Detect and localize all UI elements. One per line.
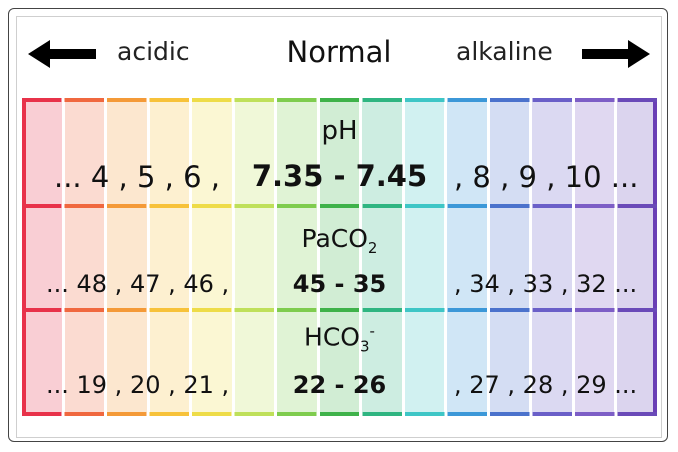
row-ph: pH ... 4 , 5 , 6 , 7.35 - 7.45 , 8 , 9 ,… [22, 98, 657, 204]
row-divider-1 [22, 204, 657, 208]
paco2-acidic-values: ... 48 , 47 , 46 , [46, 270, 230, 298]
frame-inner [16, 16, 662, 438]
arrow-right-icon [582, 40, 650, 68]
color-stripe-5 [192, 98, 232, 416]
color-stripe-9 [362, 98, 402, 416]
color-stripe-14 [574, 98, 615, 416]
hco3-label-sub: 3 [359, 337, 370, 356]
alkaline-label: alkaline [456, 37, 553, 66]
row-hco3: HCO3- ... 19 , 20 , 21 , 22 - 26 , 27 , … [22, 308, 657, 412]
hco3-normal-range: 22 - 26 [292, 371, 387, 399]
hco3-acidic-values: ... 19 , 20 , 21 , [46, 371, 230, 399]
color-stripe-11 [447, 98, 487, 416]
paco2-label-sub: 2 [367, 239, 378, 257]
row-divider-top [22, 98, 657, 102]
ph-acidic-values: ... 4 , 5 , 6 , [54, 160, 220, 194]
normal-title: Normal [286, 35, 392, 69]
color-stripe-13 [532, 98, 572, 416]
color-stripe-8 [319, 98, 360, 416]
color-stripe-15 [617, 98, 657, 416]
paco2-alkaline-values: , 34 , 33 , 32 ... [454, 270, 638, 298]
hco3-label: HCO3- [22, 322, 657, 355]
ph-normal-range: 7.35 - 7.45 [251, 159, 428, 193]
row-divider-2 [22, 308, 657, 312]
frame-outer [8, 8, 668, 442]
hco3-label-sup: - [369, 322, 375, 340]
ph-alkaline-values: , 8 , 9 , 10 ... [454, 160, 639, 194]
paco2-label-text: PaCO [301, 224, 368, 253]
color-stripe-4 [149, 98, 190, 416]
color-stripe-10 [404, 98, 445, 416]
color-stripe-2 [64, 98, 105, 416]
arrow-left-icon [28, 40, 96, 68]
color-stripe-12 [489, 98, 530, 416]
ph-label: pH [321, 116, 358, 146]
color-stripe-1 [22, 98, 62, 416]
color-stripe-6 [234, 98, 275, 416]
paco2-normal-range: 45 - 35 [292, 270, 387, 298]
row-divider-bottom [22, 412, 657, 416]
hco3-alkaline-values: , 27 , 28 , 29 ... [454, 371, 638, 399]
color-stripe-3 [107, 98, 147, 416]
scale-header: acidic Normal alkaline [0, 0, 678, 100]
hco3-label-text: HCO [304, 322, 360, 352]
color-stripe-7 [277, 98, 317, 416]
paco2-label: PaCO2 [22, 224, 657, 257]
acidic-label: acidic [117, 37, 190, 66]
ph-scale-chart: pH ... 4 , 5 , 6 , 7.35 - 7.45 , 8 , 9 ,… [22, 98, 657, 416]
row-paco2: PaCO2 ... 48 , 47 , 46 , 45 - 35 , 34 , … [22, 204, 657, 308]
